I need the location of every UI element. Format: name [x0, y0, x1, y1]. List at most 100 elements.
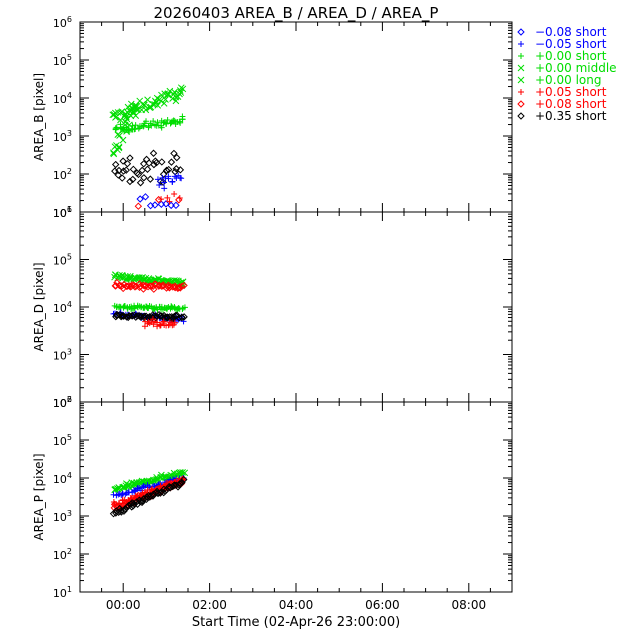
legend-marker — [517, 28, 525, 36]
data-point — [132, 498, 141, 506]
y-tick-label: 101 — [53, 205, 72, 220]
data-point — [162, 200, 170, 208]
x-tick-label: 08:00 — [452, 598, 487, 612]
data-point — [142, 106, 150, 114]
data-point — [159, 178, 167, 186]
legend-marker — [517, 112, 525, 120]
data-point — [154, 489, 162, 498]
series--0-05-short — [154, 172, 185, 192]
data-point — [171, 191, 178, 198]
data-point — [149, 100, 157, 108]
series--0-00-short — [111, 302, 188, 313]
data-point — [140, 312, 148, 320]
data-point — [116, 502, 125, 510]
data-point — [115, 144, 123, 152]
y-tick-label: 102 — [53, 547, 72, 562]
data-point — [156, 181, 163, 188]
data-point — [139, 484, 146, 491]
data-point — [171, 88, 178, 96]
legend-label: +0.00 short — [535, 49, 607, 63]
legend-label: +0.00 long — [535, 73, 602, 87]
y-axis-label: AREA_P [pixel] — [32, 453, 46, 540]
data-points — [110, 271, 188, 330]
data-point — [121, 505, 129, 514]
data-point — [143, 165, 152, 173]
data-point — [154, 102, 162, 109]
data-point — [131, 487, 138, 494]
data-point — [129, 108, 137, 116]
data-point — [178, 313, 186, 321]
y-tick-label: 103 — [53, 129, 72, 144]
data-point — [169, 178, 176, 185]
data-point — [126, 154, 134, 162]
data-point — [154, 119, 161, 126]
data-point — [150, 321, 157, 328]
data-point — [179, 469, 186, 476]
data-point — [165, 175, 172, 182]
data-point — [150, 280, 159, 288]
data-points — [109, 468, 189, 518]
data-point — [113, 310, 121, 319]
data-points — [109, 84, 187, 210]
data-point — [162, 166, 171, 175]
data-point — [164, 116, 171, 123]
data-point — [140, 174, 148, 182]
series--0-00-long — [110, 100, 140, 158]
legend-marker — [518, 89, 524, 95]
data-point — [159, 170, 168, 178]
y-tick-label: 106 — [53, 395, 72, 410]
y-axis-label: AREA_B [pixel] — [32, 73, 46, 161]
data-point — [123, 159, 132, 168]
y-tick-label: 102 — [53, 167, 72, 182]
data-point — [150, 118, 157, 125]
series--0-05-short — [141, 316, 178, 330]
data-point — [119, 136, 127, 144]
data-point — [154, 195, 163, 204]
data-point — [158, 158, 166, 166]
x-tick-label: 06:00 — [365, 598, 400, 612]
y-tick-label: 105 — [53, 253, 72, 268]
data-point — [135, 280, 144, 288]
data-point — [153, 487, 161, 496]
x-tick-label: 00:00 — [106, 598, 141, 612]
series--0-35-short — [111, 149, 185, 187]
data-point — [116, 132, 123, 139]
data-point — [158, 303, 165, 310]
data-point — [176, 480, 185, 488]
y-tick-label: 101 — [53, 585, 72, 600]
series--0-00-middle — [111, 468, 189, 494]
y-tick-label: 104 — [53, 471, 72, 486]
legend-item: +0.00 middle — [517, 61, 617, 75]
legend-marker — [517, 100, 525, 108]
data-point — [180, 475, 188, 484]
series--0-08-short — [111, 278, 188, 293]
data-point — [149, 282, 157, 290]
y-tick-label: 105 — [53, 433, 72, 448]
legend-label: +0.00 middle — [535, 61, 617, 75]
data-point — [122, 282, 131, 290]
data-point — [162, 96, 169, 103]
data-point — [129, 175, 137, 184]
y-tick-label: 106 — [53, 205, 72, 220]
data-point — [140, 101, 148, 109]
data-point — [157, 282, 166, 290]
data-point — [151, 97, 159, 105]
data-point — [119, 126, 127, 134]
data-point — [170, 149, 178, 158]
data-point — [160, 318, 167, 325]
data-point — [118, 174, 126, 182]
data-point — [167, 158, 176, 166]
panel-area-b: 101 102 103 104 105 106 AREA_B [pixel] — [32, 15, 513, 220]
legend-item: +0.00 long — [517, 73, 602, 87]
data-point — [151, 201, 159, 209]
data-point — [113, 124, 120, 131]
data-point — [134, 202, 143, 210]
data-point — [175, 196, 183, 204]
data-point — [169, 283, 177, 291]
data-point — [126, 177, 134, 186]
data-point — [179, 85, 187, 93]
data-point — [157, 488, 166, 496]
data-point — [180, 313, 188, 321]
